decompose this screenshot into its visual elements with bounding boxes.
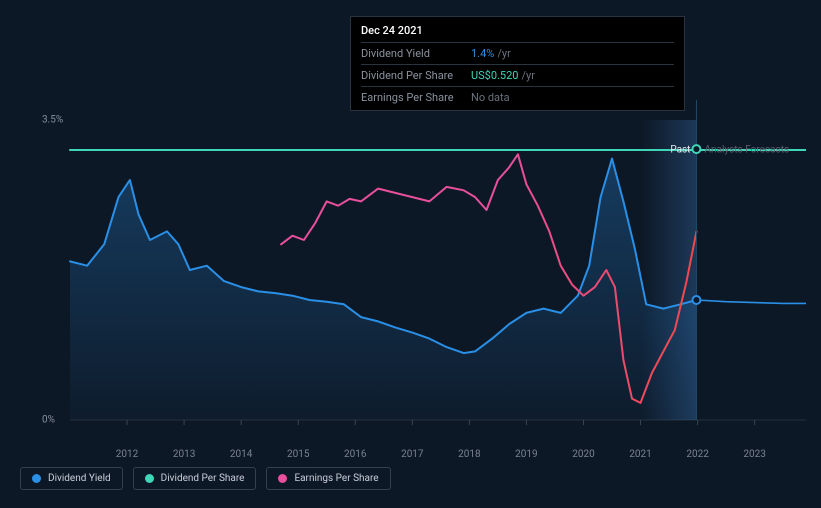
x-axis-tick-label: 2018: [458, 449, 480, 460]
tooltip-row-unit: /yr: [497, 47, 510, 60]
legend-label: Earnings Per Share: [294, 473, 378, 484]
legend-label: Dividend Per Share: [161, 473, 245, 484]
tooltip-row-value: No data: [471, 91, 510, 104]
x-axis-tick-label: 2013: [173, 449, 195, 460]
x-axis-labels: 2012 2013 2014 2015 2016 2017 2018 2019 2020 2021…: [70, 449, 806, 467]
legend-dot: [145, 474, 154, 483]
tooltip-row-value: US$0.520: [471, 69, 518, 82]
forecast-label: Analysts Forecasts: [704, 145, 789, 156]
tooltip-row: Dividend Per Share US$0.520 /yr: [361, 64, 674, 86]
tooltip-date: Dec 24 2021: [361, 24, 674, 37]
y-axis-tick-label: 0%: [42, 415, 55, 426]
legend-dot: [32, 474, 41, 483]
y-axis-tick-label: 3.5%: [42, 115, 63, 126]
legend: Dividend Yield Dividend Per Share Earnin…: [20, 467, 391, 490]
tooltip-row-label: Dividend Yield: [361, 47, 471, 60]
x-axis-tick-label: 2015: [287, 449, 309, 460]
x-axis-tick-label: 2016: [344, 449, 366, 460]
x-axis-tick-label: 2021: [629, 449, 651, 460]
x-axis-tick-label: 2022: [686, 449, 708, 460]
x-axis-tick-label: 2019: [515, 449, 537, 460]
tooltip: Dec 24 2021 Dividend Yield 1.4% /yr Divi…: [350, 16, 685, 111]
x-axis-tick-label: 2020: [572, 449, 594, 460]
legend-item-dividend-per-share[interactable]: Dividend Per Share: [133, 467, 257, 490]
tooltip-row-value: 1.4%: [471, 47, 494, 60]
tooltip-row-unit: /yr: [521, 69, 534, 82]
legend-item-dividend-yield[interactable]: Dividend Yield: [20, 467, 123, 490]
tooltip-row-label: Dividend Per Share: [361, 69, 471, 82]
tooltip-row: Dividend Yield 1.4% /yr: [361, 42, 674, 64]
tooltip-row: Earnings Per Share No data: [361, 86, 674, 108]
legend-item-earnings-per-share[interactable]: Earnings Per Share: [266, 467, 390, 490]
legend-dot: [278, 474, 287, 483]
past-label: Past: [670, 145, 696, 156]
x-axis-tick-label: 2012: [116, 449, 138, 460]
x-axis-tick-label: 2014: [230, 449, 252, 460]
tooltip-row-label: Earnings Per Share: [361, 91, 471, 104]
chart-area[interactable]: 0%3.5% 201220132014201520162017201820192…: [20, 100, 806, 445]
x-axis-tick-label: 2023: [743, 449, 765, 460]
x-axis-tick-label: 2017: [401, 449, 423, 460]
legend-label: Dividend Yield: [48, 473, 111, 484]
